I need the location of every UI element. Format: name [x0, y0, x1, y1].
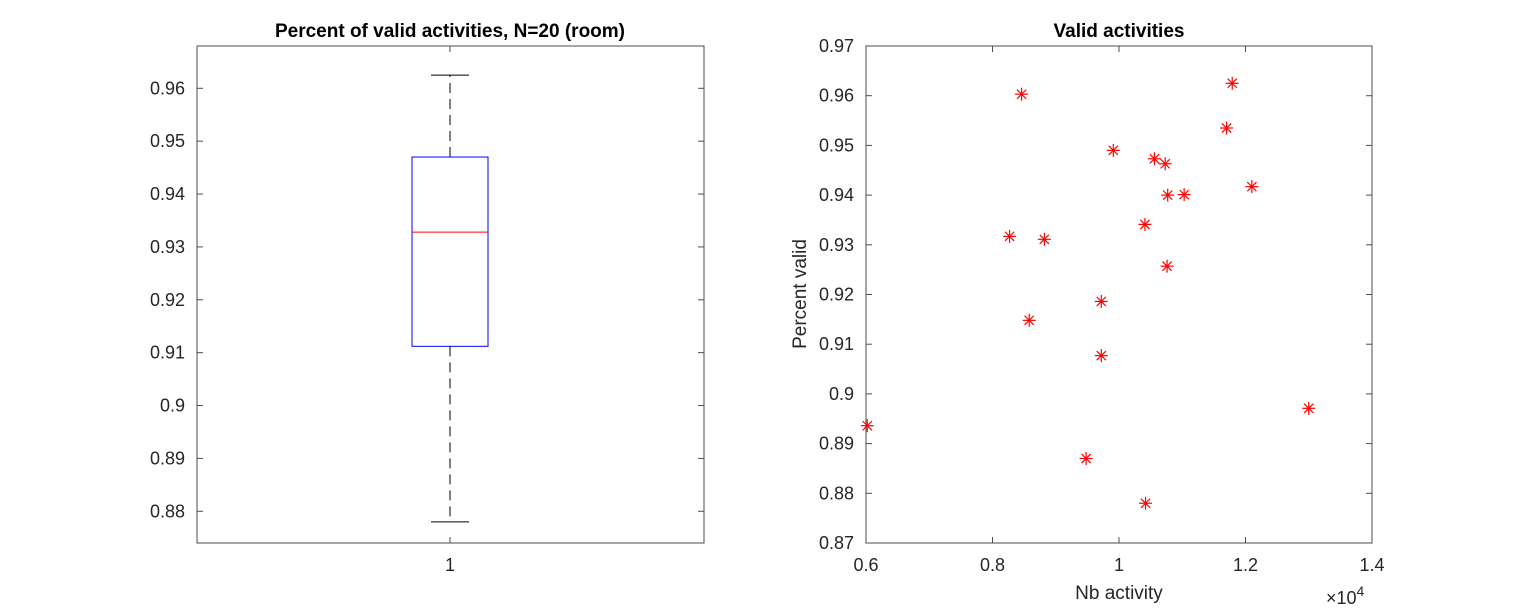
x-exponent-base: ×10	[1326, 588, 1357, 608]
scatter-point	[1245, 180, 1259, 194]
scatter-panel: Valid activities 0.87 0.88 0.89 0.9 0.91 0.92…	[790, 21, 1385, 608]
scatter-point	[1177, 188, 1191, 202]
scatter-axes-frame	[865, 45, 1373, 544]
scatter-x-exponent: ×104	[1326, 583, 1365, 608]
boxplot-title: Percent of valid activities, N=20 (room)	[275, 21, 625, 42]
x-tick-label: 0.6	[853, 555, 878, 575]
scatter-point	[1138, 217, 1152, 231]
y-tick-label: 0.89	[150, 448, 185, 468]
scatter-y-axis: 0.87 0.88 0.89 0.9 0.91 0.92 0.93 0.94 0.95 0.96 0…	[819, 36, 1372, 553]
y-tick-label: 0.95	[150, 131, 185, 151]
scatter-title: Valid activities	[1054, 21, 1185, 42]
boxplot-x-axis: 1	[445, 46, 455, 575]
scatter-series	[860, 76, 1316, 510]
y-tick-label: 0.88	[819, 483, 854, 503]
y-tick-label: 0.93	[150, 237, 185, 257]
scatter-point	[1225, 76, 1239, 90]
x-tick-label: 1.2	[1233, 555, 1258, 575]
x-tick-label: 1.4	[1359, 555, 1384, 575]
y-tick-label: 0.95	[819, 135, 854, 155]
y-tick-label: 0.97	[819, 36, 854, 56]
scatter-point	[1161, 188, 1175, 202]
scatter-point	[1106, 143, 1120, 157]
y-tick-label: 0.93	[819, 235, 854, 255]
scatter-point	[1037, 232, 1051, 246]
scatter-point	[1079, 452, 1093, 466]
y-tick-label: 0.96	[819, 86, 854, 106]
scatter-point	[1094, 294, 1108, 308]
scatter-point	[860, 419, 874, 433]
y-tick-label: 0.91	[819, 334, 854, 354]
x-exponent-power: 4	[1357, 583, 1365, 599]
scatter-point	[1220, 121, 1234, 135]
y-tick-label: 0.94	[819, 185, 854, 205]
boxplot-panel: Percent of valid activities, N=20 (room)…	[150, 21, 705, 575]
x-tick-label: 0.8	[980, 555, 1005, 575]
y-tick-label: 0.89	[819, 434, 854, 454]
scatter-point	[1003, 229, 1017, 243]
scatter-point	[1147, 152, 1161, 166]
scatter-point	[1302, 401, 1316, 415]
y-tick-label: 0.92	[150, 290, 185, 310]
boxplot-y-axis: 0.88 0.89 0.9 0.91 0.92 0.93 0.94 0.95 0.96	[150, 78, 704, 521]
y-tick-label: 0.9	[160, 396, 185, 416]
scatter-point	[1139, 496, 1153, 510]
iqr-box	[411, 156, 489, 347]
scatter-x-label: Nb activity	[1075, 583, 1163, 604]
scatter-y-label: Percent valid	[790, 239, 811, 349]
boxplot-series	[411, 74, 489, 523]
x-tick-label: 1	[445, 555, 455, 575]
scatter-point	[1160, 259, 1174, 273]
scatter-x-axis: 0.6 0.8 1 1.2 1.4	[853, 46, 1385, 575]
x-tick-label: 1	[1114, 555, 1124, 575]
scatter-point	[1094, 349, 1108, 363]
y-tick-label: 0.87	[819, 533, 854, 553]
scatter-point	[1015, 87, 1029, 101]
y-tick-label: 0.9	[829, 384, 854, 404]
y-tick-label: 0.92	[819, 285, 854, 305]
y-tick-label: 0.88	[150, 501, 185, 521]
y-tick-label: 0.91	[150, 343, 185, 363]
y-tick-label: 0.94	[150, 184, 185, 204]
scatter-point	[1158, 157, 1172, 171]
scatter-point	[1022, 313, 1036, 327]
y-tick-label: 0.96	[150, 78, 185, 98]
